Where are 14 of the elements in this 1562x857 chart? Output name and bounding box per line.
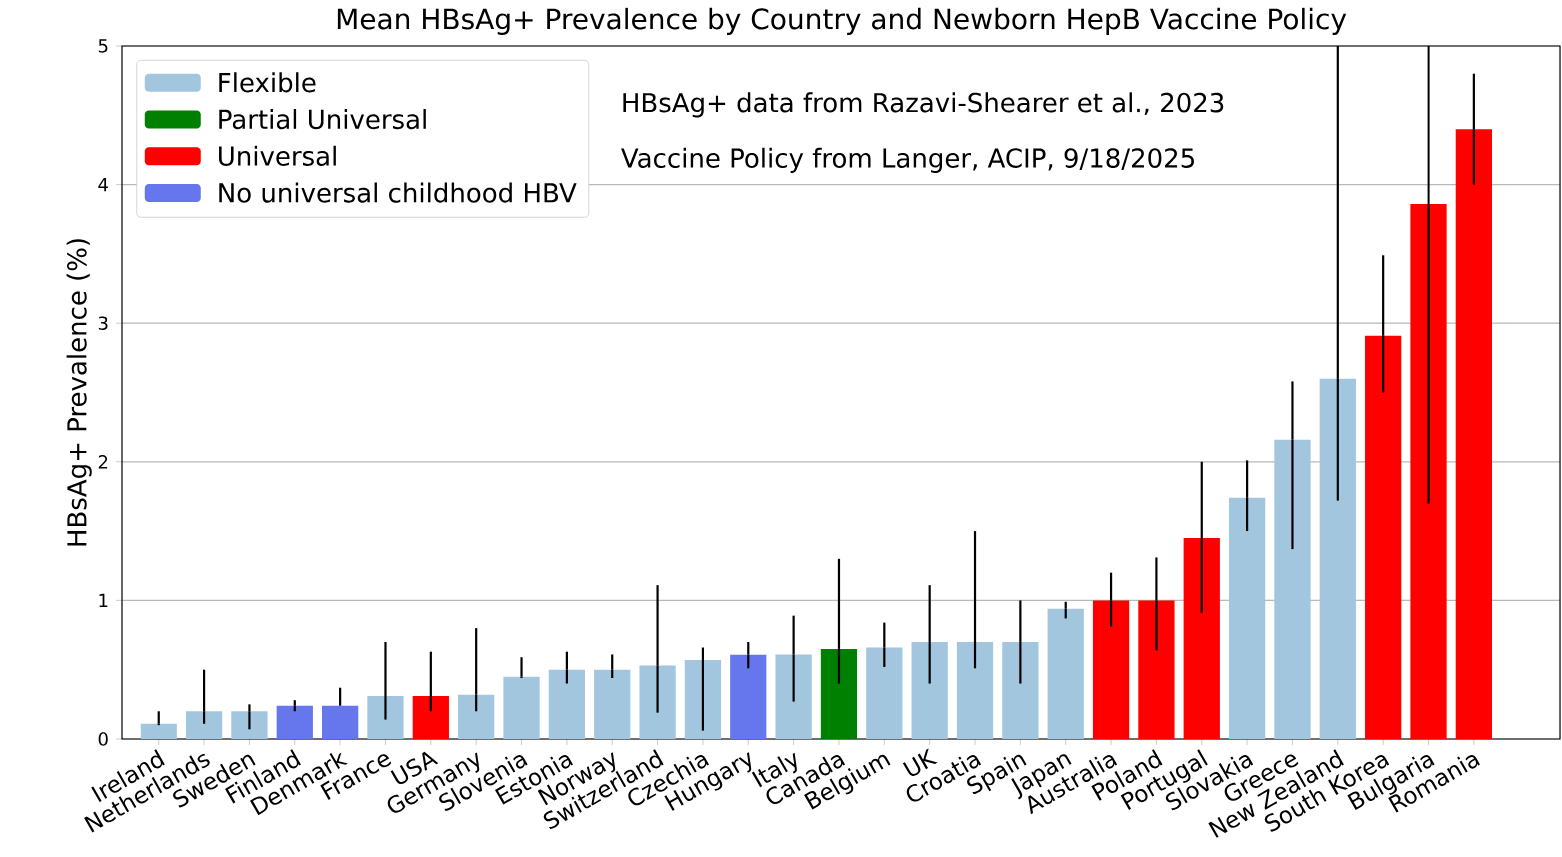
y-tick-label: 4	[98, 178, 108, 192]
y-tick-label: 1	[99, 593, 108, 607]
y-tick-label: 2	[98, 455, 108, 469]
y-tick-label: 5	[98, 39, 108, 53]
legend-label: Partial Universal	[219, 109, 426, 130]
legend-label: Universal	[219, 145, 336, 166]
y-tick-label: 3	[98, 316, 108, 330]
y-tick-label: 0	[98, 732, 108, 746]
y-axis-title: HBsAg+ Prevalence (%)	[66, 239, 92, 546]
legend-label: Flexible	[219, 72, 316, 93]
annotation: Vaccine Policy from Langer, ACIP, 9/18/2025	[621, 147, 1194, 173]
annotation: HBsAg+ data from Razavi-Shearer et al., 2023	[623, 92, 1224, 118]
chart-title: Mean HBsAg+ Prevalence by Country and Newborn HepB Vaccine Policy	[337, 7, 1347, 35]
legend-label: No universal childhood HBV	[219, 182, 577, 203]
